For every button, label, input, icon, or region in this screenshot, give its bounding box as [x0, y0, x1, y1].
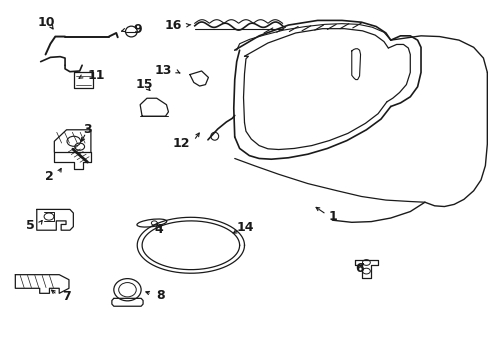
Text: 15: 15	[135, 78, 152, 91]
Text: 7: 7	[62, 291, 71, 303]
Text: 13: 13	[155, 64, 172, 77]
Text: 6: 6	[355, 262, 363, 275]
Text: 12: 12	[172, 137, 189, 150]
Text: 5: 5	[26, 219, 35, 233]
Text: 11: 11	[87, 69, 105, 82]
Text: 10: 10	[38, 17, 55, 30]
Text: 8: 8	[157, 289, 165, 302]
Text: 2: 2	[44, 170, 53, 183]
Text: 3: 3	[83, 123, 92, 136]
Text: 1: 1	[328, 210, 337, 223]
Text: 9: 9	[133, 23, 142, 36]
Text: 16: 16	[164, 19, 182, 32]
Text: 14: 14	[236, 221, 254, 234]
Text: 4: 4	[155, 223, 163, 236]
